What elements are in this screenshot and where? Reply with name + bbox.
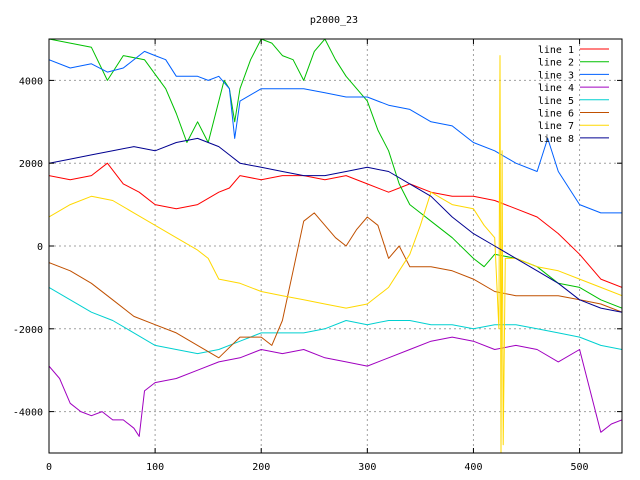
axis-ticks: 0 100 200 300 400 500 -4000 -2000 0 2000 4000 (13, 39, 622, 473)
y-tick-label: 0 (37, 242, 43, 253)
legend-label-7: line 7 (538, 121, 574, 132)
legend-label-6: line 6 (538, 109, 574, 120)
legend-label-1: line 1 (538, 45, 574, 56)
x-tick-label: 100 (146, 462, 164, 473)
series-line-2 (49, 39, 622, 309)
grid (49, 39, 622, 453)
series-line-6 (49, 212, 622, 359)
series-line-7 (49, 55, 622, 453)
chart-title: p2000_23 (310, 15, 358, 26)
series-line-1 (49, 162, 622, 288)
y-tick-label: -4000 (13, 408, 43, 419)
y-tick-label: 2000 (19, 159, 43, 170)
legend-label-5: line 5 (538, 96, 574, 107)
series-line-3 (49, 50, 622, 214)
y-tick-label: 4000 (19, 76, 43, 87)
x-tick-label: 200 (252, 462, 270, 473)
x-tick-label: 400 (464, 462, 482, 473)
y-tick-label: -2000 (13, 325, 43, 336)
legend-label-8: line 8 (538, 134, 574, 145)
x-tick-label: 300 (358, 462, 376, 473)
plot-area (49, 39, 622, 453)
legend-label-2: line 2 (538, 58, 574, 69)
x-tick-label: 0 (46, 462, 52, 473)
legend-label-4: line 4 (538, 83, 574, 94)
series-line-4 (49, 336, 622, 437)
x-tick-label: 500 (571, 462, 589, 473)
series-line-8 (49, 137, 622, 313)
series-line-5 (49, 286, 622, 355)
legend-label-3: line 3 (538, 70, 574, 81)
